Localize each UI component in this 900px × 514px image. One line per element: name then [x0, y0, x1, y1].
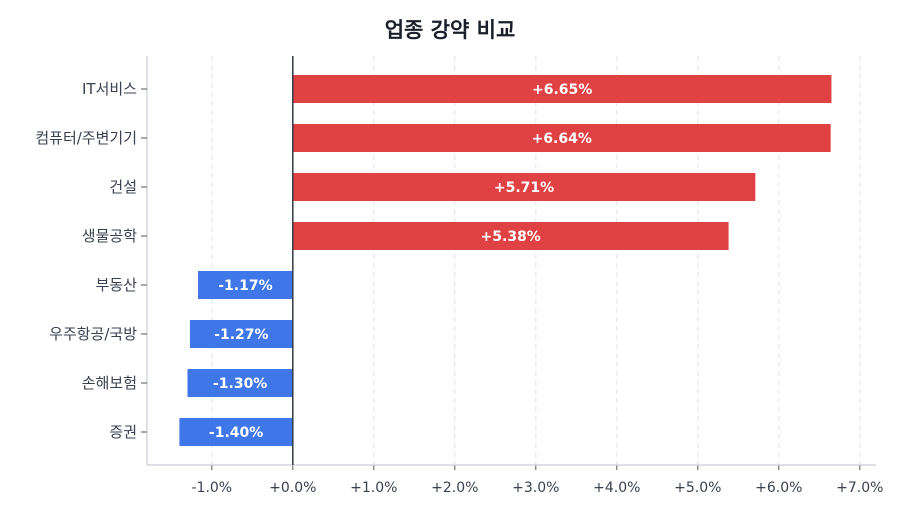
x-tick-label: +7.0% — [836, 480, 883, 496]
category-label: IT서비스 — [82, 80, 137, 98]
x-tick-label: +0.0% — [269, 480, 316, 496]
bar — [187, 369, 293, 397]
data-label: +6.65% — [532, 82, 592, 98]
category-label: 손해보험 — [82, 374, 137, 392]
bar — [292, 124, 831, 152]
data-label: +5.71% — [494, 180, 554, 196]
x-tick-label: +6.0% — [755, 480, 802, 496]
data-label: -1.30% — [213, 376, 267, 392]
category-label: 우주항공/국방 — [49, 325, 137, 343]
x-tick-label: -1.0% — [191, 480, 232, 496]
bar — [292, 222, 729, 250]
bar — [198, 271, 293, 299]
data-label: -1.40% — [209, 425, 263, 441]
x-tick-label: +4.0% — [593, 480, 640, 496]
x-tick-label: +5.0% — [674, 480, 721, 496]
x-tick-label: +1.0% — [350, 480, 397, 496]
category-label: 증권 — [109, 423, 137, 441]
bar — [189, 320, 293, 348]
data-label: -1.17% — [218, 278, 272, 294]
data-label: +6.64% — [532, 131, 592, 147]
data-label: +5.38% — [481, 229, 541, 245]
x-tick-label: +3.0% — [512, 480, 559, 496]
bar — [292, 75, 832, 103]
category-label: 생물공학 — [82, 227, 137, 245]
chart-title: 업종 강약 비교 — [384, 18, 516, 42]
category-label: 컴퓨터/주변기기 — [35, 129, 137, 147]
category-label: 부동산 — [96, 276, 138, 294]
x-tick-label: +2.0% — [431, 480, 478, 496]
bar — [179, 418, 293, 446]
bar — [292, 173, 756, 201]
data-label: -1.27% — [214, 327, 268, 343]
category-label: 건설 — [109, 178, 137, 196]
